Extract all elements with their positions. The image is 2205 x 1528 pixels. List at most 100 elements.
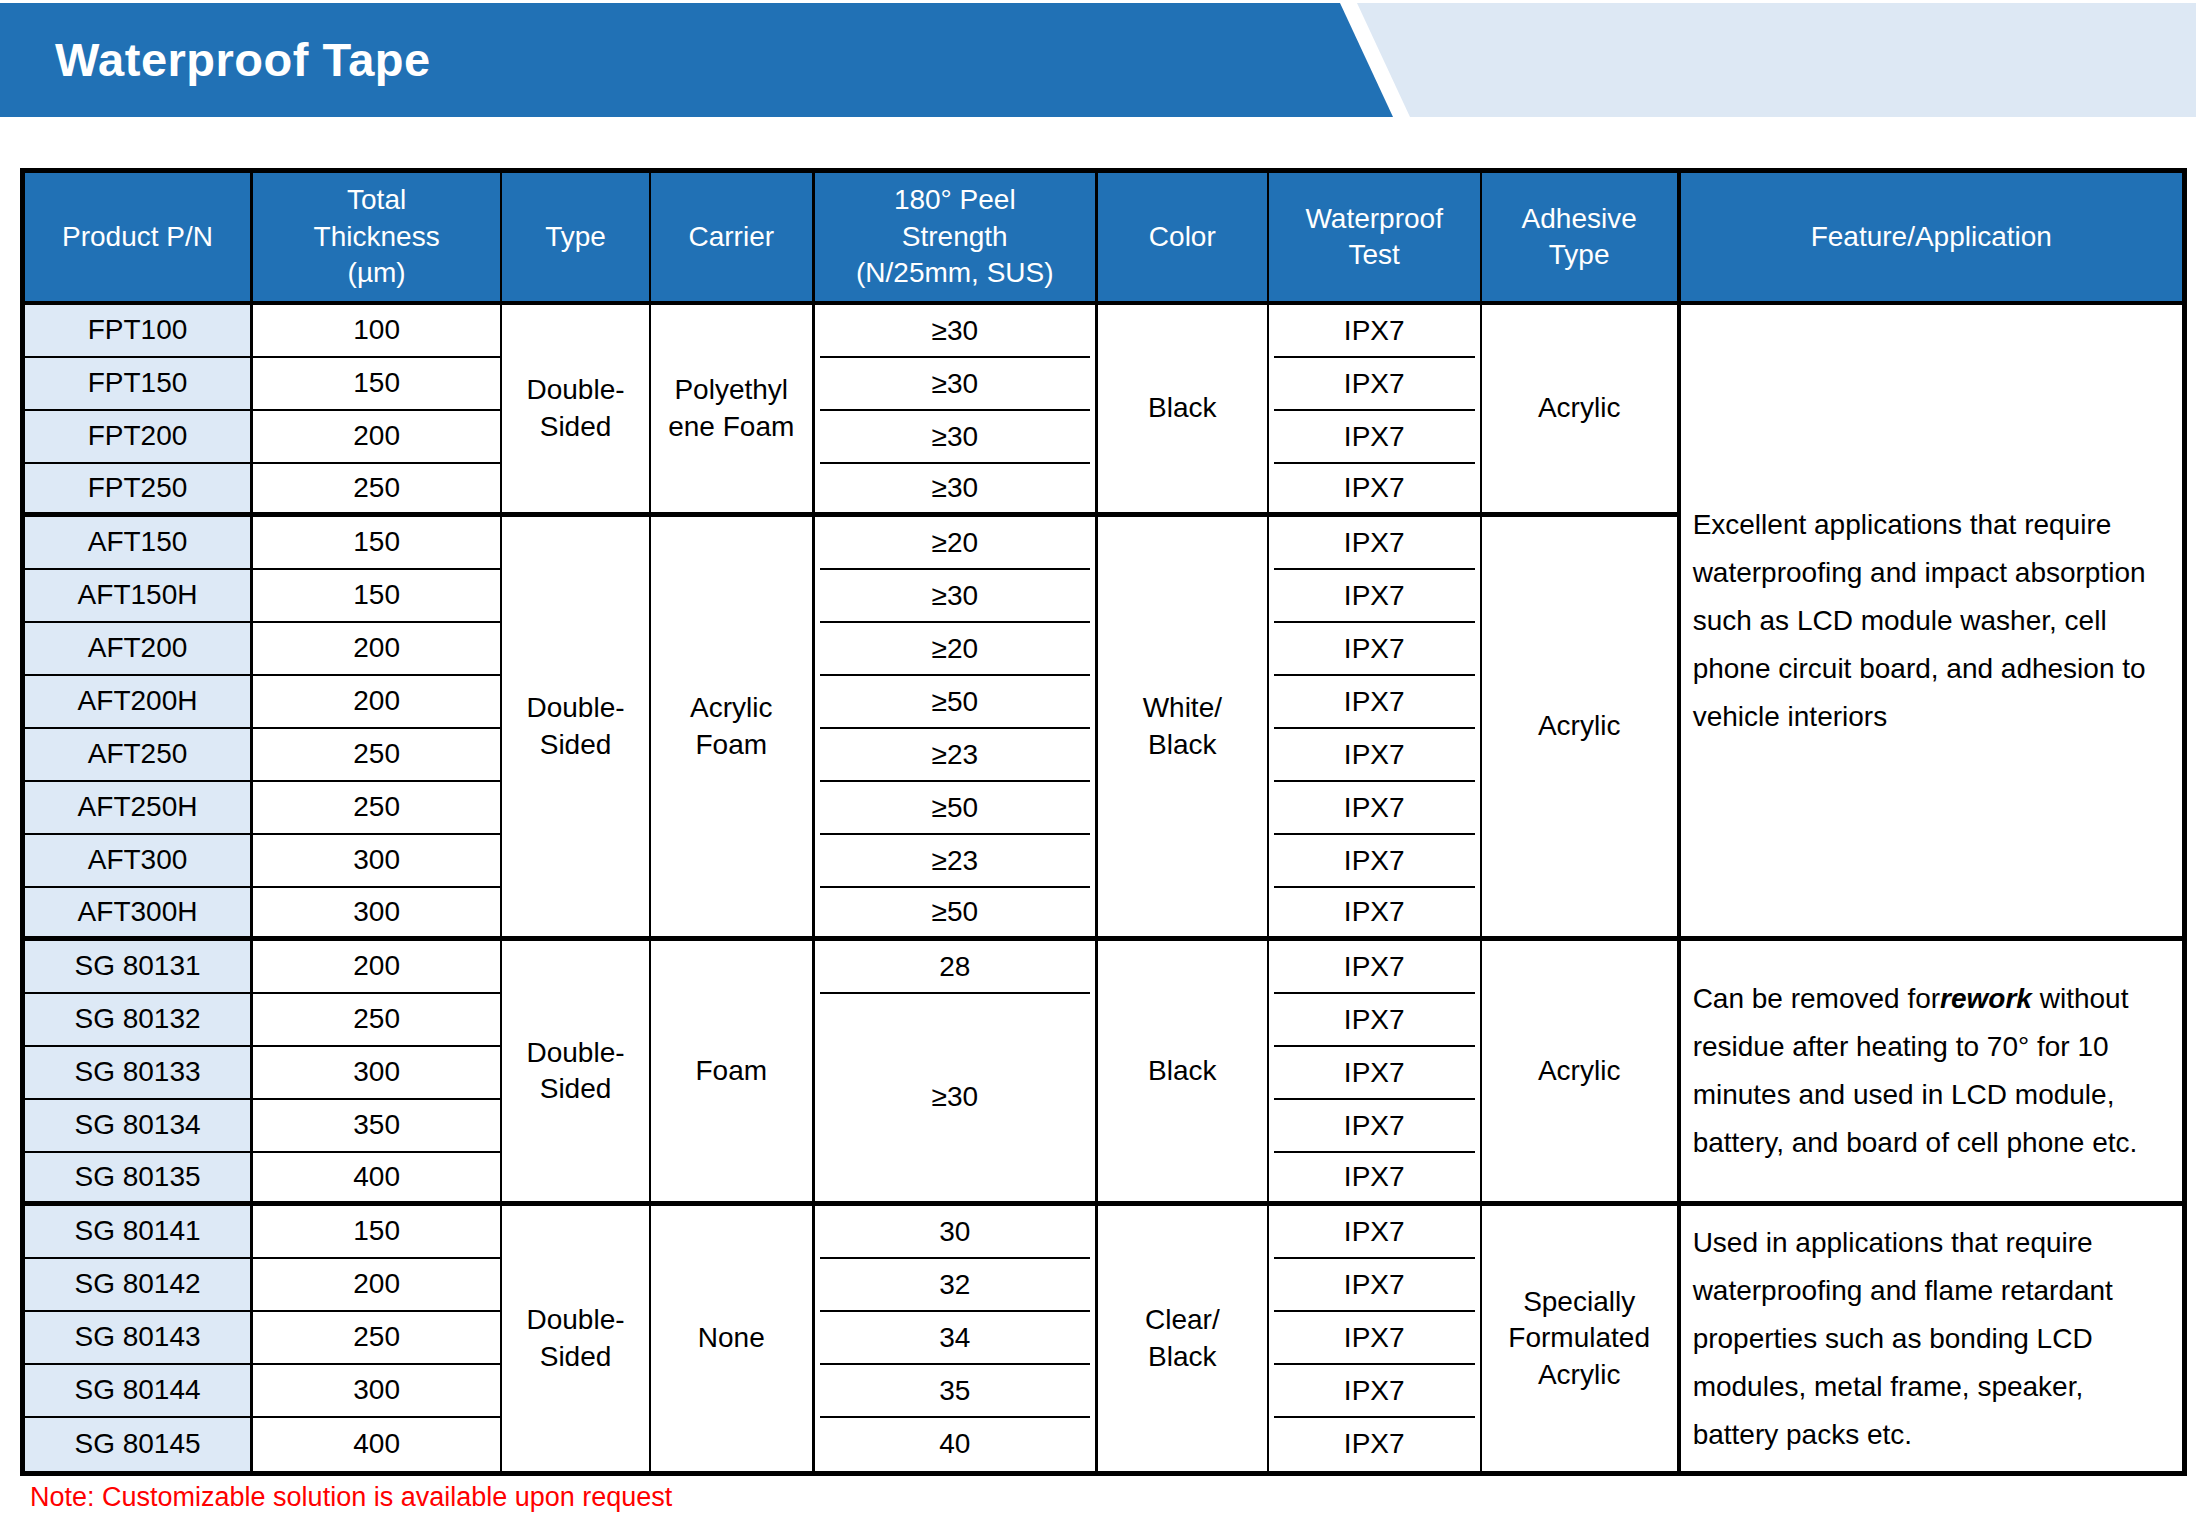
cell-type: Double-Sided: [502, 517, 651, 941]
cell-thickness: 150: [253, 517, 502, 570]
cell-product-pn: SG 80141: [25, 1206, 253, 1259]
cell-product-pn: AFT300: [25, 835, 253, 888]
cell-waterproof-test: IPX7: [1269, 464, 1482, 517]
cell-product-pn: SG 80145: [25, 1418, 253, 1471]
cell-thickness: 200: [253, 411, 502, 464]
cell-product-pn: AFT250H: [25, 782, 253, 835]
cell-waterproof-test: IPX7: [1269, 888, 1482, 941]
cell-peel-strength: ≥23: [815, 729, 1098, 782]
col-header-peel-strength: 180° Peel Strength (N/25mm, SUS): [815, 173, 1098, 305]
cell-product-pn: FPT100: [25, 305, 253, 358]
cell-waterproof-test: IPX7: [1269, 729, 1482, 782]
cell-peel-strength: 35: [815, 1365, 1098, 1418]
cell-waterproof-test: IPX7: [1269, 1312, 1482, 1365]
cell-product-pn: AFT150H: [25, 570, 253, 623]
page-title: Waterproof Tape: [55, 3, 431, 117]
cell-product-pn: AFT250: [25, 729, 253, 782]
cell-waterproof-test: IPX7: [1269, 1047, 1482, 1100]
cell-peel-strength: ≥30: [815, 994, 1098, 1206]
feature-text: Can be removed for: [1693, 983, 1940, 1014]
cell-thickness: 100: [253, 305, 502, 358]
cell-type: Double-Sided: [502, 1206, 651, 1471]
cell-peel-strength: ≥30: [815, 305, 1098, 358]
cell-waterproof-test: IPX7: [1269, 1365, 1482, 1418]
col-header-type: Type: [502, 173, 651, 305]
cell-type: Double-Sided: [502, 305, 651, 517]
cell-thickness: 300: [253, 835, 502, 888]
cell-waterproof-test: IPX7: [1269, 1418, 1482, 1471]
cell-adhesive-type: Specially Formulated Acrylic: [1482, 1206, 1681, 1471]
cell-carrier: Acrylic Foam: [651, 517, 815, 941]
col-header-product-pn: Product P/N: [25, 173, 253, 305]
cell-color: White/ Black: [1098, 517, 1269, 941]
cell-thickness: 250: [253, 994, 502, 1047]
cell-peel-strength: ≥30: [815, 570, 1098, 623]
cell-peel-strength: ≥20: [815, 623, 1098, 676]
cell-product-pn: SG 80133: [25, 1047, 253, 1100]
cell-waterproof-test: IPX7: [1269, 623, 1482, 676]
cell-product-pn: SG 80144: [25, 1365, 253, 1418]
table-row: SG 80141 150 Double-Sided None 30 Clear/…: [25, 1206, 2182, 1259]
cell-waterproof-test: IPX7: [1269, 1259, 1482, 1312]
cell-thickness: 350: [253, 1100, 502, 1153]
cell-thickness: 200: [253, 1259, 502, 1312]
cell-peel-strength: ≥30: [815, 411, 1098, 464]
cell-peel-strength: ≥50: [815, 888, 1098, 941]
cell-waterproof-test: IPX7: [1269, 358, 1482, 411]
cell-peel-strength: 30: [815, 1206, 1098, 1259]
cell-thickness: 200: [253, 941, 502, 994]
cell-product-pn: AFT200H: [25, 676, 253, 729]
cell-feature-application: Excellent applications that require wate…: [1681, 305, 2182, 941]
cell-thickness: 250: [253, 1312, 502, 1365]
cell-carrier: Foam: [651, 941, 815, 1206]
cell-color: Black: [1098, 941, 1269, 1206]
col-header-total-thickness: Total Thickness (µm): [253, 173, 502, 305]
cell-peel-strength: ≥50: [815, 676, 1098, 729]
col-header-waterproof-test: Waterproof Test: [1269, 173, 1482, 305]
cell-waterproof-test: IPX7: [1269, 517, 1482, 570]
cell-peel-strength: 28: [815, 941, 1098, 994]
product-table: Product P/N Total Thickness (µm) Type Ca…: [20, 168, 2187, 1476]
cell-waterproof-test: IPX7: [1269, 676, 1482, 729]
cell-waterproof-test: IPX7: [1269, 782, 1482, 835]
cell-thickness: 300: [253, 1365, 502, 1418]
cell-product-pn: AFT300H: [25, 888, 253, 941]
col-header-adhesive-type: Adhesive Type: [1482, 173, 1681, 305]
cell-adhesive-type: Acrylic: [1482, 941, 1681, 1206]
table-row: FPT100 100 Double-Sided Polyethyl ene Fo…: [25, 305, 2182, 358]
cell-waterproof-test: IPX7: [1269, 1206, 1482, 1259]
cell-peel-strength: ≥20: [815, 517, 1098, 570]
cell-product-pn: FPT250: [25, 464, 253, 517]
cell-peel-strength: 40: [815, 1418, 1098, 1471]
cell-waterproof-test: IPX7: [1269, 1100, 1482, 1153]
cell-thickness: 200: [253, 676, 502, 729]
cell-peel-strength: ≥50: [815, 782, 1098, 835]
cell-peel-strength: 34: [815, 1312, 1098, 1365]
cell-thickness: 150: [253, 1206, 502, 1259]
cell-peel-strength: ≥23: [815, 835, 1098, 888]
cell-product-pn: SG 80131: [25, 941, 253, 994]
cell-thickness: 400: [253, 1418, 502, 1471]
cell-thickness: 250: [253, 464, 502, 517]
col-header-color: Color: [1098, 173, 1269, 305]
feature-text-bold: rework: [1940, 983, 2032, 1014]
cell-product-pn: FPT200: [25, 411, 253, 464]
cell-adhesive-type: Acrylic: [1482, 517, 1681, 941]
cell-feature-application: Used in applications that require waterp…: [1681, 1206, 2182, 1471]
footnote: Note: Customizable solution is available…: [30, 1482, 672, 1513]
cell-thickness: 300: [253, 888, 502, 941]
header-row: Product P/N Total Thickness (µm) Type Ca…: [25, 173, 2182, 305]
cell-waterproof-test: IPX7: [1269, 570, 1482, 623]
cell-carrier: None: [651, 1206, 815, 1471]
cell-waterproof-test: IPX7: [1269, 305, 1482, 358]
cell-peel-strength: ≥30: [815, 464, 1098, 517]
cell-waterproof-test: IPX7: [1269, 1153, 1482, 1206]
cell-peel-strength: ≥30: [815, 358, 1098, 411]
cell-product-pn: SG 80132: [25, 994, 253, 1047]
cell-product-pn: AFT150: [25, 517, 253, 570]
cell-thickness: 150: [253, 358, 502, 411]
cell-thickness: 150: [253, 570, 502, 623]
cell-product-pn: AFT200: [25, 623, 253, 676]
cell-thickness: 400: [253, 1153, 502, 1206]
col-header-feature-application: Feature/Application: [1681, 173, 2182, 305]
